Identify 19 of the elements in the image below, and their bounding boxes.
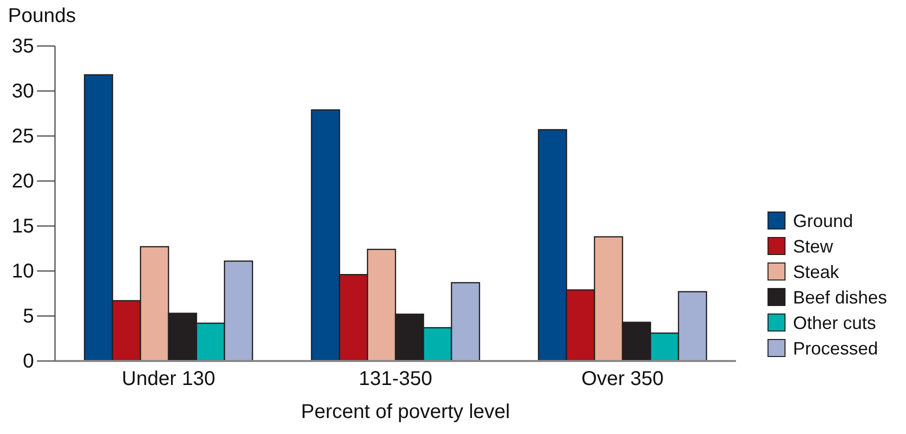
- y-tick-label: 10: [12, 260, 34, 282]
- y-axis-title: Pounds: [8, 5, 76, 27]
- y-tick-label: 15: [12, 215, 34, 238]
- legend-label: Stew: [793, 236, 834, 256]
- y-tick-label: 20: [12, 170, 34, 192]
- legend-label: Steak: [793, 262, 840, 282]
- x-tick-label: Over 350: [581, 368, 664, 390]
- legend-label: Beef dishes: [793, 288, 888, 308]
- legend-label: Ground: [793, 211, 854, 231]
- legend-label: Other cuts: [793, 313, 876, 333]
- x-tick-label: Under 130: [122, 368, 216, 390]
- y-tick-label: 0: [22, 350, 34, 372]
- x-axis-title: Percent of poverty level: [301, 401, 510, 423]
- y-tick-label: 25: [12, 125, 34, 148]
- y-tick-label: 35: [12, 35, 34, 58]
- y-tick-label: 30: [12, 80, 34, 102]
- x-tick-label: 131-350: [358, 368, 432, 390]
- y-tick-label: 5: [22, 305, 34, 328]
- legend-label: Processed: [793, 338, 878, 358]
